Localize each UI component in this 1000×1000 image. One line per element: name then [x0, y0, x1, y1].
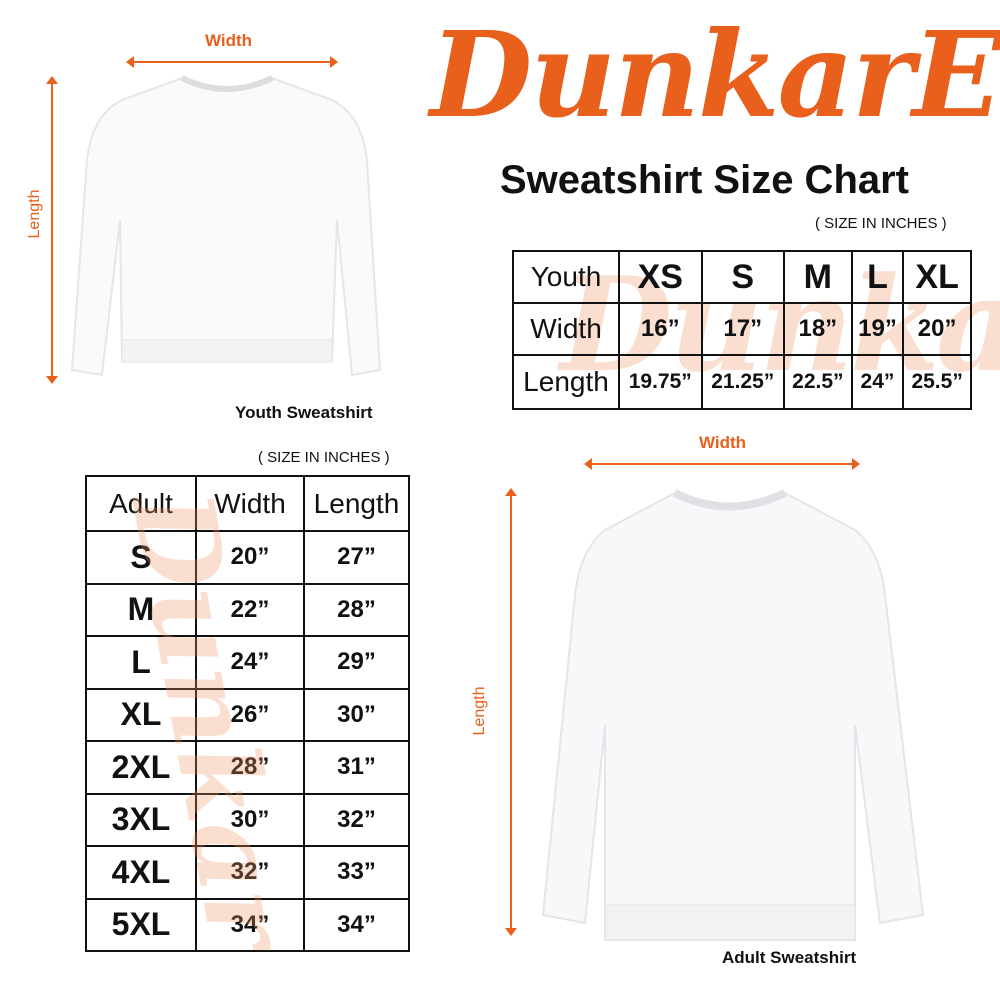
adult-size-row: 4XL 32” 33” [85, 845, 410, 900]
size-label: 4XL [85, 845, 197, 900]
youth-size-table: Youth XS S M L XL Width 16” 17” 18” 19” … [512, 250, 972, 410]
row-label: Width [512, 302, 620, 356]
table-cell: 19” [850, 302, 905, 356]
size-label: M [85, 582, 197, 637]
adult-header-cell: Adult [85, 475, 197, 532]
table-cell: 24” [850, 354, 905, 410]
table-cell: 20” [902, 302, 972, 356]
adult-size-row: 3XL 30” 32” [85, 792, 410, 847]
row-label: Length [512, 354, 620, 410]
table-cell: 25.5” [902, 354, 972, 410]
table-cell: 32” [195, 845, 305, 900]
table-cell: 28” [195, 740, 305, 795]
table-cell: 19.75” [618, 354, 703, 410]
adult-width-label: Width [699, 433, 747, 452]
adult-width-arrow [584, 458, 860, 470]
table-cell: 34” [303, 897, 410, 952]
table-cell: 27” [303, 530, 410, 585]
adult-units-note: ( SIZE IN INCHES ) [258, 449, 390, 466]
table-cell: 18” [783, 302, 853, 356]
size-label: 5XL [85, 897, 197, 952]
table-cell: 30” [303, 687, 410, 742]
youth-length-label: Length [26, 189, 43, 239]
table-cell: 31” [303, 740, 410, 795]
adult-header-cell: Width [195, 475, 305, 532]
size-label: S [85, 530, 197, 585]
youth-caption: Youth Sweatshirt [235, 403, 373, 422]
youth-length-arrow [46, 76, 58, 384]
size-label: L [85, 635, 197, 690]
adult-header-cell: Length [303, 475, 410, 532]
youth-header-cell: S [700, 250, 785, 304]
youth-units-note: ( SIZE IN INCHES ) [815, 215, 947, 232]
adult-size-row: M 22” 28” [85, 582, 410, 637]
youth-header-cell: XL [902, 250, 972, 304]
adult-sweatshirt-image [541, 489, 925, 941]
brand-logo: DunkarE [430, 5, 1000, 144]
size-label: 3XL [85, 792, 197, 847]
youth-width-label: Width [205, 31, 253, 50]
adult-size-row: 5XL 34” 34” [85, 897, 410, 952]
youth-header-cell: XS [618, 250, 703, 304]
adult-size-row: 2XL 28” 31” [85, 740, 410, 795]
adult-size-row: XL 26” 30” [85, 687, 410, 742]
table-cell: 34” [195, 897, 305, 952]
size-label: 2XL [85, 740, 197, 795]
adult-length-arrow [505, 488, 517, 936]
table-cell: 22” [195, 582, 305, 637]
table-cell: 17” [700, 302, 785, 356]
youth-width-row: Width 16” 17” 18” 19” 20” [512, 302, 972, 356]
youth-header-cell: Youth [512, 250, 620, 304]
page-title: Sweatshirt Size Chart [500, 158, 910, 202]
youth-header-cell: M [783, 250, 853, 304]
youth-width-arrow [126, 56, 338, 68]
table-cell: 16” [618, 302, 703, 356]
youth-header-cell: L [850, 250, 905, 304]
youth-length-row: Length 19.75” 21.25” 22.5” 24” 25.5” [512, 354, 972, 410]
table-cell: 33” [303, 845, 410, 900]
table-cell: 30” [195, 792, 305, 847]
adult-size-row: S 20” 27” [85, 530, 410, 585]
table-cell: 32” [303, 792, 410, 847]
table-cell: 29” [303, 635, 410, 690]
youth-header-row: Youth XS S M L XL [512, 250, 972, 304]
table-cell: 20” [195, 530, 305, 585]
adult-length-label: Length [471, 686, 488, 736]
table-cell: 22.5” [783, 354, 853, 410]
adult-header-row: Adult Width Length [85, 475, 410, 532]
size-label: XL [85, 687, 197, 742]
adult-size-row: L 24” 29” [85, 635, 410, 690]
table-cell: 24” [195, 635, 305, 690]
youth-sweatshirt-image [70, 75, 382, 377]
table-cell: 26” [195, 687, 305, 742]
table-cell: 28” [303, 582, 410, 637]
table-cell: 21.25” [700, 354, 785, 410]
adult-size-table: Adult Width Length S 20” 27” M 22” 28” L 24” 29”… [85, 475, 410, 952]
adult-caption: Adult Sweatshirt [722, 948, 857, 967]
